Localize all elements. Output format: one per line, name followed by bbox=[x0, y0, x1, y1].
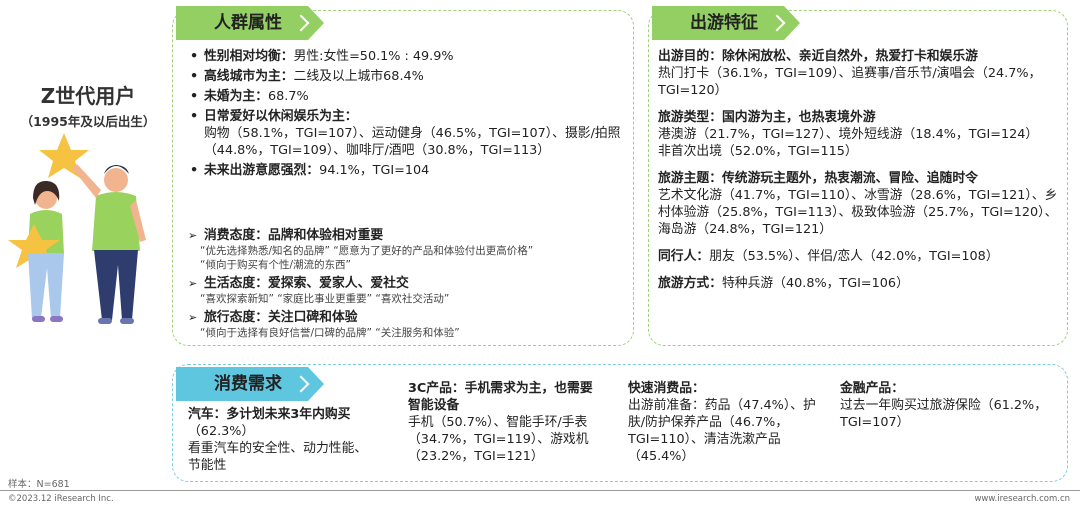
chevron-right-icon bbox=[771, 15, 778, 31]
3c-demand: 3C产品：手机需求为主，也需要智能设备 手机（50.7%）、智能手环/手表（34… bbox=[408, 381, 593, 464]
chevron-right-icon bbox=[295, 15, 302, 31]
crowd-attributes-panel bbox=[172, 10, 634, 346]
travel-features-list: 出游目的：除休闲放松、亲近自然外，热爱打卡和娱乐游 热门打卡（36.1%，TGI… bbox=[658, 48, 1063, 302]
sample-size: 样本：N=681 bbox=[8, 479, 70, 490]
travel-theme-block: 旅游主题：传统游玩主题外，热衷潮流、冒险、追随时令 艺术文化游（41.7%，TG… bbox=[658, 171, 1058, 237]
crowd-bullet-list: 性别相对均衡：男性:女性=50.1% : 49.9% 高线城市为主：二线及以上城… bbox=[188, 48, 628, 182]
car-demand: 汽车：多计划未来3年内购买（62.3%） 看重汽车的安全性、动力性能、节能性 bbox=[188, 407, 368, 473]
crowd-attributes-tag: 人群属性 bbox=[176, 6, 324, 40]
fmcg-demand: 快速消费品： 出游前准备：药品（47.4%）、护肤/防护保养产品（46.7%，T… bbox=[628, 381, 816, 464]
list-item: 性别相对均衡：男性:女性=50.1% : 49.9% bbox=[188, 48, 628, 65]
footer-divider bbox=[0, 490, 1080, 491]
footer-url: www.iresearch.com.cn bbox=[974, 494, 1070, 504]
crowd-attributes-tag-label: 人群属性 bbox=[214, 13, 282, 33]
list-item: 高线城市为主：二线及以上城市68.4% bbox=[188, 68, 628, 85]
attitude-quote: “倾向于选择有良好信誉/口碑的品牌” “关注服务和体验” bbox=[200, 327, 460, 339]
consumer-demand-tag: 消费需求 bbox=[176, 367, 324, 401]
user-group-title: Z世代用户 bbox=[40, 84, 136, 108]
consumer-demand-tag-label: 消费需求 bbox=[214, 374, 282, 394]
attitude-quote: “倾向于购买有个性/潮流的东西” bbox=[200, 259, 351, 271]
copyright: ©2023.12 iResearch Inc. bbox=[8, 494, 114, 504]
attitude-quote: “优先选择熟悉/知名的品牌” “愿意为了更好的产品和体验付出更高价格” bbox=[200, 245, 534, 257]
travel-purpose-block: 出游目的：除休闲放松、亲近自然外，热爱打卡和娱乐游 热门打卡（36.1%，TGI… bbox=[658, 49, 1042, 98]
travel-mode-block: 旅游方式：特种兵游（40.8%，TGI=106） bbox=[658, 276, 909, 291]
travel-attitude-heading: 旅行态度：关注口碑和体验 bbox=[188, 309, 628, 326]
travel-features-panel bbox=[648, 10, 1068, 346]
travel-features-tag-label: 出游特征 bbox=[690, 13, 758, 33]
list-item: 未来出游意愿强烈：94.1%，TGI=104 bbox=[188, 162, 628, 179]
travel-companion-block: 同行人：朋友（53.5%）、伴侣/恋人（42.0%，TGI=108） bbox=[658, 249, 999, 264]
life-attitude-heading: 生活态度：爱探索、爱家人、爱社交 bbox=[188, 275, 628, 292]
illustration-two-people-star bbox=[8, 133, 146, 324]
user-group-subtitle: （1995年及以后出生） bbox=[20, 114, 156, 129]
travel-type-block: 旅游类型：国内游为主，也热衷境外游 港澳游（21.7%，TGI=127）、境外短… bbox=[658, 110, 1039, 159]
user-group-title-block: Z世代用户 （1995年及以后出生） bbox=[8, 80, 168, 130]
travel-features-tag: 出游特征 bbox=[652, 6, 800, 40]
finance-demand: 金融产品： 过去一年购买过旅游保险（61.2%，TGI=107） bbox=[840, 381, 1048, 430]
attitudes-section: 消费态度：品牌和体验相对重要 “优先选择熟悉/知名的品牌” “愿意为了更好的产品… bbox=[188, 224, 628, 340]
chevron-right-icon bbox=[295, 376, 302, 392]
consumption-attitude-heading: 消费态度：品牌和体验相对重要 bbox=[188, 227, 628, 244]
list-item: 日常爱好以休闲娱乐为主：购物（58.1%，TGI=107）、运动健身（46.5%… bbox=[188, 108, 628, 159]
list-item: 未婚为主：68.7% bbox=[188, 88, 628, 105]
consumer-demand-panel bbox=[172, 364, 1068, 482]
attitude-quote: “喜欢探索新知” “家庭比事业更重要” “喜欢社交活动” bbox=[200, 293, 450, 305]
